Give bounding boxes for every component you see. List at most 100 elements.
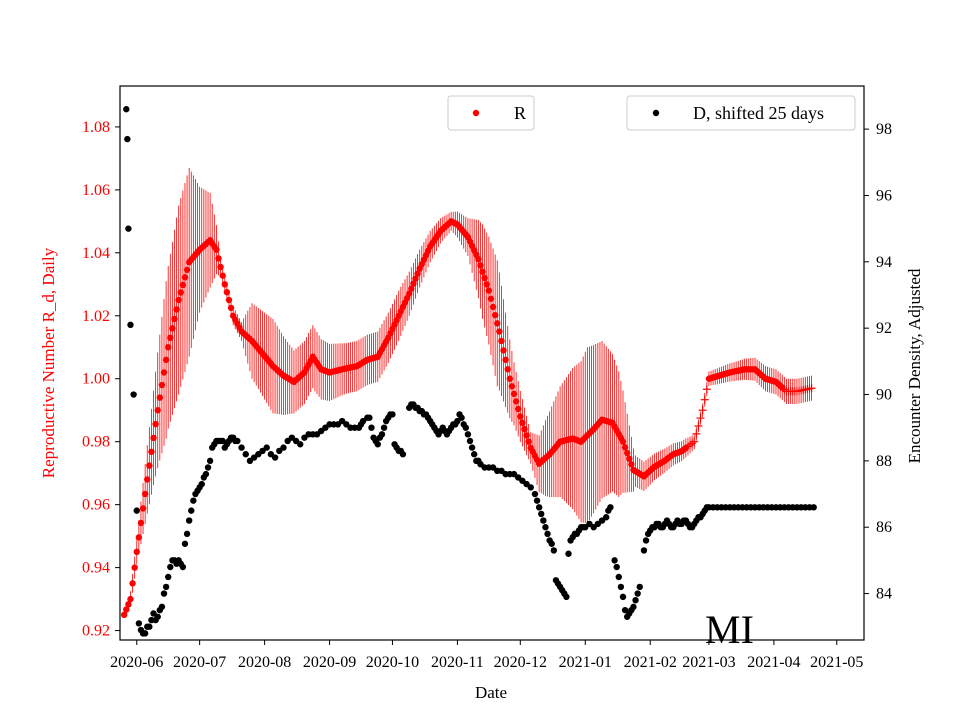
d-point [533,497,541,504]
axes: 2020-06 2020-07 2020-08 2020-09 2020-10 2020-… [82,119,892,671]
d-point [544,530,551,538]
r-point [154,407,161,414]
left-y-tick-label: 0.94 [82,560,110,577]
right-y-axis-title: Encounter Density, Adjusted [905,268,924,463]
right-y-tick-label: 94 [876,254,892,271]
r-point [223,288,231,296]
d-point [470,451,478,458]
r-point [519,419,526,427]
d-point [563,593,570,601]
d-point [617,583,625,591]
d-point [535,504,543,511]
d-point [125,225,132,232]
d-points [123,106,817,637]
left-y-tick-label: 1.04 [82,245,110,262]
d-point [183,530,191,538]
legend-d-marker [652,109,660,117]
r-point [123,606,130,613]
r-point [525,438,532,445]
r-point [487,295,495,302]
r-point [150,434,157,442]
r-point [127,595,134,603]
d-point [198,480,205,488]
d-point [165,573,172,581]
d-point [378,431,386,438]
d-point [611,557,618,564]
r-point [158,381,166,389]
r-point [485,287,493,294]
right-y-tick-label: 98 [876,121,892,138]
r-point [183,266,191,274]
d-point [466,437,474,445]
r-point [141,490,149,498]
d-point [548,540,555,547]
d-point [158,603,166,611]
r-point [475,255,482,263]
d-point [632,596,639,604]
right-y-tick-label: 92 [876,320,892,337]
d-point [550,547,558,554]
plot-area [120,106,817,637]
d-point [538,510,545,518]
r-point [135,534,143,541]
x-tick-label: 2021-03 [682,654,735,671]
d-point [263,444,270,451]
r-point [177,289,184,296]
r-point [489,303,497,311]
r-point [510,390,518,398]
legend-r-marker [472,109,480,117]
d-point [167,563,174,571]
d-point [565,550,572,557]
r-point [626,455,633,462]
legend-r-label: R [514,103,526,123]
d-point [366,414,373,421]
d-point [133,507,140,514]
r-point [139,505,147,512]
r-point [479,268,486,275]
r-point [481,274,488,282]
r-point [169,325,176,332]
r-point [227,304,235,312]
r-point [165,344,172,351]
d-point [464,431,472,438]
x-tick-label: 2020-07 [173,654,226,671]
r-point [619,438,627,445]
r-point [504,366,511,373]
r-point [523,432,530,439]
r-point-plus [696,414,705,423]
r-point [120,611,128,619]
r-point [498,337,505,345]
d-point [130,391,137,398]
r-point [621,444,629,451]
d-point [271,454,279,461]
d-point [135,620,143,627]
left-y-tick-label: 0.96 [82,497,110,514]
left-y-axis-title: Reproductive Number R_d, Daily [39,247,58,478]
d-point [162,583,170,591]
r-point [137,519,145,527]
r-point [160,369,168,376]
r-point [217,263,224,271]
d-point [540,517,547,524]
r-point [171,315,178,323]
d-point [542,524,549,531]
right-y-tick-label: 84 [876,586,892,603]
d-point [242,451,249,458]
d-point [462,424,470,431]
r-point [148,448,155,455]
r-point [517,413,524,420]
legend-r: R [447,95,535,131]
r-point [152,420,159,428]
r-point [502,356,509,364]
d-point [642,537,650,544]
r-point [215,255,222,262]
r-point [146,462,153,469]
r-point [477,262,484,269]
d-point [123,106,130,113]
r-point [125,601,132,608]
r-point [175,296,182,304]
legend-d-label: D, shifted 25 days [693,103,824,123]
r-point [221,281,228,288]
left-y-tick-label: 0.92 [82,623,110,640]
